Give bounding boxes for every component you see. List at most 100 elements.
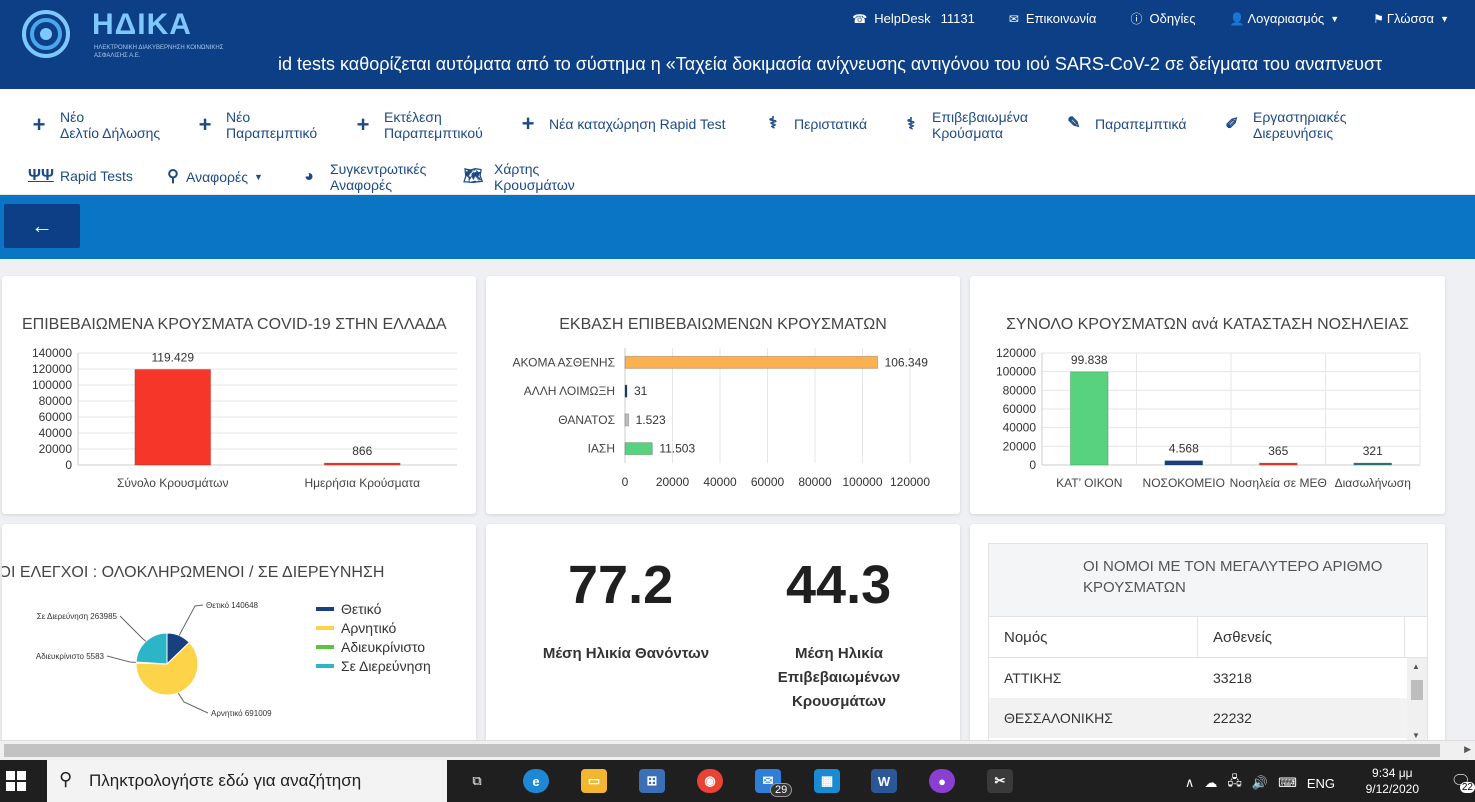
cell-patients: 22232: [1213, 710, 1252, 726]
nav-case-map[interactable]: 🗺 Χάρτης Κρουσμάτων: [462, 161, 575, 193]
edge-browser-icon[interactable]: e: [523, 769, 549, 793]
x-tick-label: 120000: [890, 475, 930, 489]
nav-lab-tests[interactable]: ✐ Εργαστηριακές Διερευνήσεις: [1221, 109, 1347, 141]
y-tick-label: 20000: [1003, 439, 1037, 453]
language-menu[interactable]: ⚑ Γλώσσα ▼: [1373, 10, 1449, 27]
taskbar-search-input[interactable]: ⚲ Πληκτρολογήστε εδώ για αναζήτηση: [47, 760, 447, 802]
nav-new-rapid-test[interactable]: + Νέα καταχώρηση Rapid Test: [517, 113, 726, 135]
store-icon[interactable]: ⊞: [639, 769, 665, 793]
bar: [1164, 460, 1204, 466]
search-icon: ⚲: [167, 168, 179, 185]
chrome-icon[interactable]: ◉: [697, 769, 723, 793]
bar: [624, 355, 879, 369]
instructions-link[interactable]: ⓘ Οδηγίες: [1130, 10, 1195, 27]
label-line-1: Εργαστηριακές: [1253, 109, 1347, 125]
nav-new-referral[interactable]: + Νέο Παραπεμπτικό: [194, 109, 318, 141]
column-header-patients[interactable]: Ασθενείς: [1198, 617, 1405, 657]
bar: [1353, 462, 1393, 466]
page-horizontal-scrollbar[interactable]: ▶: [0, 740, 1475, 760]
legend-label: Θετικό: [341, 601, 382, 617]
chevron-down-icon: ▼: [1440, 13, 1449, 24]
paint-app-icon[interactable]: ●: [929, 769, 955, 793]
nav-summary-reports[interactable]: ◕ Συγκεντρωτικές Αναφορές: [298, 161, 426, 193]
table-header-row: Νομός Ασθενείς: [989, 617, 1427, 658]
table-title-line-1: ΟΙ ΝΟΜΟΙ ΜΕ ΤΟΝ ΜΕΓΑΛΥΤΕΡΟ ΑΡΙΘΜΟ: [1083, 558, 1383, 575]
logo-swirl-icon: [22, 10, 70, 58]
table-title: ΟΙ ΝΟΜΟΙ ΜΕ ΤΟΝ ΜΕΓΑΛΥΤΕΡΟ ΑΡΙΘΜΟ ΚΡΟΥΣΜ…: [989, 544, 1427, 617]
case-outcome-chart: 0 20000 40000 60000 80000 100000 120000 ΑΚΟΜΑ Α…: [513, 348, 930, 489]
chevron-up-icon[interactable]: ∧: [1184, 775, 1195, 790]
pie-chart-icon: ◕: [304, 168, 314, 185]
scrollbar-thumb[interactable]: [4, 744, 1440, 757]
user-icon: 👤: [1229, 11, 1245, 26]
scroll-right-arrow-icon[interactable]: ▶: [1464, 744, 1471, 754]
chart-title: ΕΠΙΒΕΒΑΙΩΜΕΝΑ ΚΡΟΥΣΜΑΤΑ COVID-19 ΣΤΗΝ ΕΛ…: [22, 316, 447, 333]
nav-referrals[interactable]: ✎ Παραπεμπτικά: [1063, 115, 1187, 133]
confirmed-cases-chart: 0 20000 40000 60000 80000 100000 120000 140000 1…: [32, 346, 457, 490]
scroll-up-arrow-icon[interactable]: ▲: [1412, 662, 1420, 671]
helpdesk-link[interactable]: ☎ HelpDesk 11131: [852, 10, 975, 27]
table-scrollbar[interactable]: ▲ ▼: [1407, 658, 1427, 744]
legend-label: Σε Διερεύνηση: [341, 658, 431, 674]
x-tick-label: Νοσηλεία σε ΜΕΘ: [1230, 476, 1327, 490]
back-button[interactable]: ←: [4, 204, 80, 248]
calculator-app-icon[interactable]: ▦: [814, 769, 840, 793]
data-label: 866: [352, 444, 372, 458]
page-toolbar: ←: [0, 195, 1475, 259]
onedrive-icon[interactable]: ☁: [1204, 775, 1218, 790]
windows-start-icon[interactable]: [6, 771, 26, 791]
slice-label: Θετικό 140648: [206, 601, 259, 610]
label-line-2: Επιβεβαιωμένων: [777, 669, 901, 686]
column-header-prefecture[interactable]: Νομός: [989, 617, 1198, 657]
bar: [1258, 462, 1298, 466]
nav-cases[interactable]: ⚕ Περιστατικά: [762, 115, 867, 133]
input-language[interactable]: ENG: [1306, 775, 1335, 791]
nav-rapid-tests[interactable]: ΨΨ Rapid Tests: [28, 168, 133, 185]
map-marked-icon: 🗺: [462, 168, 484, 185]
doctor-icon: ⚕: [768, 115, 778, 132]
chart-title: ΣΥΝΟΛΟ ΚΡΟΥΣΜΑΤΩΝ ανά ΚΑΤΑΣΤΑΣΗ ΝΟΣΗΛΕΙΑ…: [1006, 316, 1409, 333]
cell-prefecture: ΑΤΤΙΚΗΣ: [1004, 670, 1062, 686]
nav-reports[interactable]: ⚲ Αναφορές ▼: [166, 168, 263, 186]
task-view-icon[interactable]: ⧉: [472, 773, 482, 788]
scrollbar-thumb[interactable]: [1411, 680, 1423, 700]
clock-date: 9/12/2020: [1365, 782, 1419, 796]
avg-age-deceased-label: Μέση Ηλικία Θανόντων: [542, 645, 710, 662]
table-row: ΑΤΤΙΚΗΣ 33218: [989, 658, 1427, 698]
keyboard-icon[interactable]: ⌨: [1278, 775, 1297, 790]
leader-line: [177, 692, 209, 714]
leader-line: [119, 615, 147, 642]
mail-badge: 29: [770, 783, 793, 797]
legend-swatch: [316, 664, 334, 668]
label-line-2: Δελτίο Δήλωσης: [60, 125, 161, 141]
account-label: Λογαριασμός: [1247, 11, 1325, 26]
card-lab-tests: ΕΡΓΑΣΤΗΡΙΑΚΟΙ ΕΛΕΓΧΟΙ : ΟΛΟΚΛΗΡΩΜΕΝΟΙ / …: [2, 524, 476, 744]
idika-logo[interactable]: ΗΔΙΚΑ ΗΛΕΚΤΡΟΝΙΚΗ ΔΙΑΚΥΒΕΡΝΗΣΗ ΚΟΙΝΩΝΙΚΗ…: [20, 6, 223, 66]
file-explorer-icon[interactable]: ▭: [581, 769, 607, 793]
snipping-tool-icon[interactable]: ✂: [987, 769, 1013, 793]
network-icon[interactable]: 🖧: [1227, 773, 1242, 788]
nav-new-declaration[interactable]: + Νέο Δελτίο Δήλωσης: [28, 109, 161, 141]
taskbar-clock[interactable]: 9:34 μμ 9/12/2020: [1366, 765, 1419, 797]
chevron-down-icon: ▼: [254, 172, 263, 182]
contact-link[interactable]: ✉ Επικοινωνία: [1009, 10, 1097, 27]
x-tick-label: 40000: [703, 475, 737, 489]
nav-execute-referral[interactable]: + Εκτέλεση Παραπεμπτικού: [352, 109, 483, 141]
account-menu[interactable]: 👤 Λογαριασμός ▼: [1230, 10, 1340, 27]
nav-confirmed-cases[interactable]: ⚕ Επιβεβαιωμένα Κρούσματα: [900, 109, 1028, 141]
cell-prefecture: ΘΕΣΣΑΛΟΝΙΚΗΣ: [1004, 710, 1113, 726]
app-header: ΗΔΙΚΑ ΗΛΕΚΤΡΟΝΙΚΗ ΔΙΑΚΥΒΕΡΝΗΣΗ ΚΟΙΝΩΝΙΚΗ…: [0, 0, 1475, 89]
card-hospitalization: ΣΥΝΟΛΟ ΚΡΟΥΣΜΑΤΩΝ ανά ΚΑΤΑΣΤΑΣΗ ΝΟΣΗΛΕΙΑ…: [970, 276, 1445, 514]
x-tick-label: 20000: [656, 475, 690, 489]
nav-referrals-label: Παραπεμπτικά: [1095, 116, 1187, 132]
label-line-1: Εκτέλεση: [384, 109, 442, 125]
file-signature-icon: ✎: [1067, 115, 1081, 132]
bar: [624, 413, 630, 427]
language-label: Γλώσσα: [1386, 11, 1435, 26]
avg-age-deceased-value: 77.2: [568, 555, 674, 615]
volume-icon[interactable]: 🔊: [1251, 775, 1269, 790]
bar: [624, 442, 653, 456]
scroll-down-arrow-icon[interactable]: ▼: [1412, 731, 1420, 740]
word-icon[interactable]: W: [871, 769, 897, 793]
label-line-1: Νέο: [60, 109, 85, 125]
